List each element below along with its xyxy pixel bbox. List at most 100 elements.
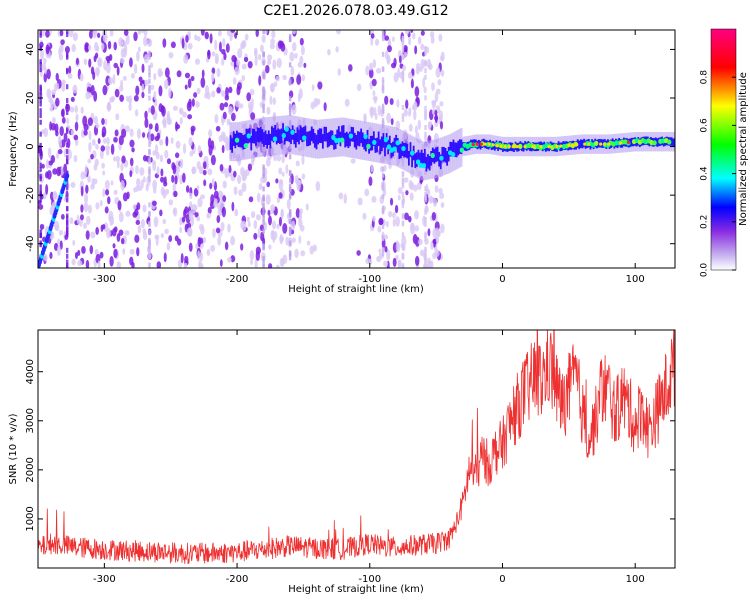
spectrogram-noise-cell — [141, 63, 145, 73]
spectrogram-ridge-cell — [357, 131, 359, 146]
spectrogram-noise-cell — [190, 75, 195, 82]
spectrogram-max-cell — [583, 142, 587, 146]
spectrogram-streak-cell — [288, 33, 292, 39]
spectrogram-noise-cell — [135, 219, 141, 226]
spectrogram-ridge-cell — [323, 126, 326, 142]
spectrogram-streak-cell — [401, 183, 405, 189]
spectrogram-streak-cell — [424, 74, 427, 80]
spectrogram-ridge-cell — [427, 154, 429, 169]
spectrogram-y-tick-label: 20 — [25, 92, 36, 105]
spectrogram-noise-cell — [153, 72, 157, 81]
spectrogram-noise-cell — [241, 75, 246, 82]
spectrogram-noise-cell — [219, 259, 223, 267]
spectrogram-ridge-cell — [364, 136, 367, 152]
spectrogram-noise-cell — [135, 165, 139, 175]
spectrogram-ridge-cell — [271, 126, 273, 141]
spectrogram-noise-cell — [115, 155, 121, 163]
spectrogram-streak-cell — [262, 87, 265, 93]
spectrogram-noise-cell — [385, 220, 389, 228]
spectrogram-noise-cell — [227, 256, 232, 263]
spectrogram-noise-cell — [210, 140, 215, 150]
spectrogram-noise-cell — [233, 170, 237, 178]
spectrogram-noise-cell — [187, 31, 191, 37]
spectrogram-streak-cell — [262, 220, 265, 226]
snr-series-line — [38, 330, 675, 565]
spectrogram-noise-cell — [56, 238, 61, 245]
spectrogram-noise-cell — [405, 190, 409, 196]
spectrogram-noise-cell — [102, 223, 106, 230]
spectrogram-noise-cell — [298, 235, 302, 244]
spectrogram-ridge-cell — [443, 146, 445, 162]
spectrogram-noise-cell — [271, 220, 276, 230]
snr-y-tick-label: 3000 — [25, 408, 36, 433]
spectrogram-noise-cell — [427, 260, 433, 268]
spectrogram-ridge-cell — [301, 127, 304, 143]
spectrogram-noise-cell — [113, 136, 118, 143]
spectrogram-noise-cell — [434, 92, 439, 103]
spectrogram-streak-cell — [288, 183, 292, 189]
spectrogram-streak-cell — [148, 202, 151, 208]
spectrogram-noise-cell — [188, 213, 194, 221]
spectrogram-noise-cell — [221, 90, 226, 97]
spectrogram-streak-cell — [424, 209, 427, 215]
spectrogram-noise-cell — [87, 204, 92, 214]
spectrogram-streak-cell — [148, 238, 151, 244]
spectrogram-noise-cell — [374, 38, 380, 46]
spectrogram-noise-cell — [93, 90, 98, 102]
spectrogram-noise-cell — [154, 135, 160, 142]
spectrogram-ridge-cell — [425, 156, 428, 172]
spectrogram-streak-cell — [65, 180, 69, 186]
spectrogram-ridge-cell — [298, 129, 300, 145]
spectrogram-noise-cell — [273, 81, 278, 88]
spectrogram-noise-cell — [116, 161, 120, 169]
spectrogram-noise-cell — [137, 185, 143, 192]
spectrogram-noise-cell — [161, 105, 166, 117]
spectrogram-noise-cell — [323, 102, 327, 112]
spectrogram-max-cell — [626, 140, 631, 144]
spectrogram-noise-cell — [166, 158, 172, 165]
spectrogram-noise-cell — [118, 229, 124, 236]
spectrogram-noise-cell — [221, 206, 226, 218]
spectrogram-noise-cell — [238, 189, 243, 197]
spectrogram-x-tick-label: -200 — [226, 274, 249, 285]
spectrogram-noise-cell — [237, 48, 243, 59]
spectrogram-noise-cell — [172, 207, 176, 215]
spectrogram-streak-cell — [401, 213, 405, 219]
spectrogram-noise-cell — [256, 192, 261, 203]
spectrogram-noise-cell — [403, 177, 409, 183]
spectrogram-streak-cell — [381, 205, 385, 211]
spectrogram-noise-cell — [160, 176, 165, 183]
spectrogram-noise-cell — [215, 125, 221, 132]
spectrogram-noise-cell — [91, 139, 96, 146]
spectrogram-y-tick-label: -40 — [25, 236, 36, 252]
spectrogram-noise-cell — [122, 47, 128, 58]
spectrogram-noise-cell — [105, 189, 110, 196]
spectrogram-noise-cell — [94, 41, 99, 52]
spectrogram-noise-cell — [410, 222, 415, 231]
spectrogram-noise-cell — [49, 206, 54, 216]
spectrogram-noise-cell — [55, 72, 59, 82]
spectrogram-noise-cell — [230, 30, 236, 33]
spectrogram-noise-cell — [82, 115, 88, 127]
spectrogram-peak-cell — [450, 151, 456, 158]
spectrogram-noise-cell — [74, 105, 78, 114]
spectrogram-noise-cell — [408, 36, 412, 46]
colorbar-label: Normalized spectral amplitude — [738, 72, 749, 226]
spectrogram-streak-cell — [424, 45, 427, 51]
spectrogram-ridge-cell — [420, 149, 423, 165]
spectrogram-peak-cell — [415, 159, 421, 165]
spectrogram-noise-cell — [115, 113, 120, 121]
spectrogram-noise-cell — [335, 30, 341, 35]
spectrogram-streak-cell — [65, 128, 69, 134]
spectrogram-noise-cell — [299, 208, 303, 215]
spectrogram-streak-cell — [262, 164, 265, 170]
spectrogram-streak-cell — [288, 154, 292, 160]
spectrogram-noise-cell — [211, 72, 215, 83]
spectrogram-ridge-cell — [414, 153, 417, 168]
spectrogram-x-tick-label: 0 — [499, 274, 505, 285]
spectrogram-noise-cell — [266, 106, 271, 115]
spectrogram-noise-cell — [384, 246, 388, 253]
spectrogram-ridge-cell — [310, 126, 313, 142]
spectrogram-streak-cell — [148, 243, 151, 249]
spectrogram-noise-cell — [160, 186, 166, 196]
